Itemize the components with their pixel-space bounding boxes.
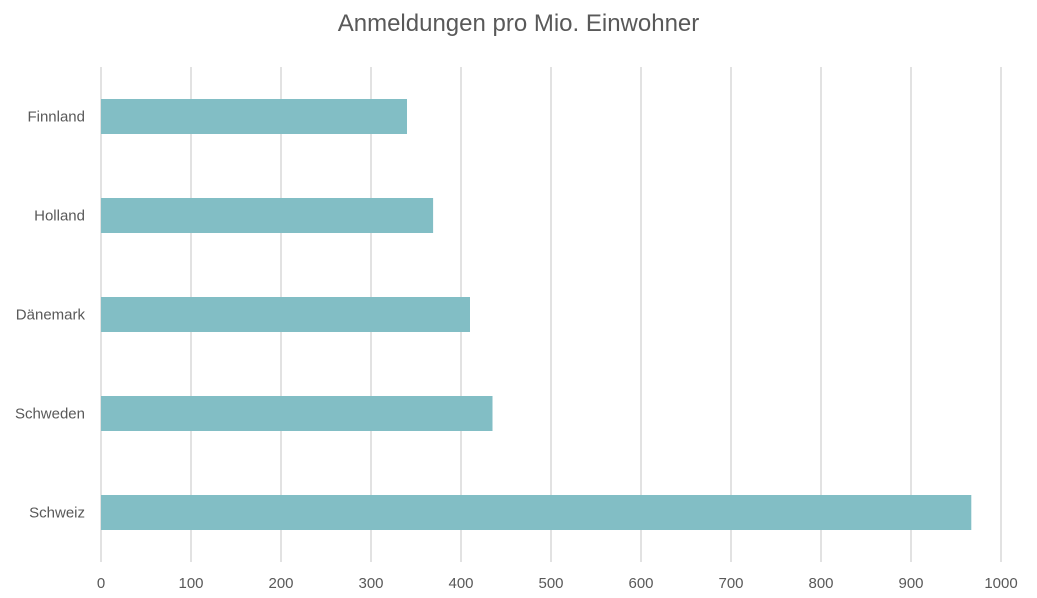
y-category-label: Dänemark [16,307,86,324]
y-category-label: Schweden [15,406,85,423]
x-tick-label: 300 [358,575,383,592]
x-tick-label: 900 [898,575,923,592]
x-tick-label: 700 [718,575,743,592]
bar-holland [101,198,434,233]
bar-schweden [101,396,493,431]
bar-schweiz [101,495,972,530]
y-category-label: Holland [34,208,85,225]
x-tick-label: 200 [268,575,293,592]
x-tick-label: 400 [448,575,473,592]
y-category-label: Schweiz [29,505,85,522]
x-tick-label: 600 [628,575,653,592]
x-tick-label: 500 [538,575,563,592]
bar-finnland [101,99,407,134]
x-tick-label: 1000 [984,575,1017,592]
x-tick-label: 100 [178,575,203,592]
bar-dänemark [101,297,470,332]
y-category-label: Finnland [27,109,85,126]
chart-title: Anmeldungen pro Mio. Einwohner [337,10,700,37]
x-tick-label: 0 [97,575,105,592]
x-tick-label: 800 [808,575,833,592]
